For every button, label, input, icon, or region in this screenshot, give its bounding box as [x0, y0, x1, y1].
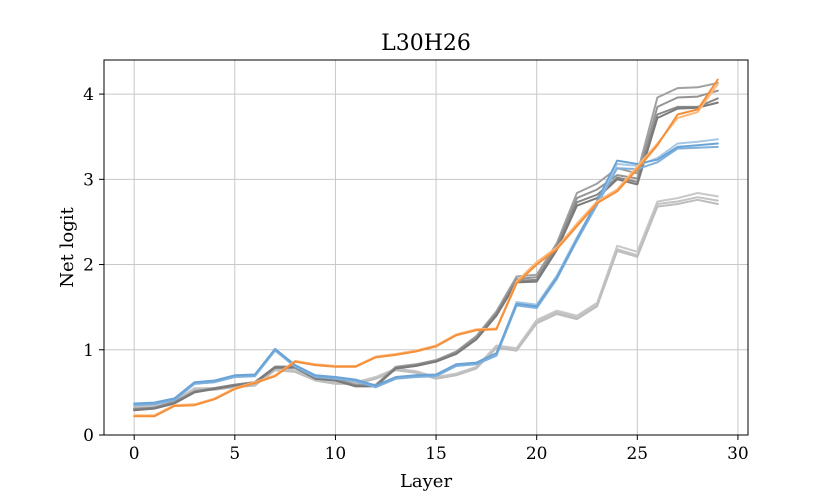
series-line-9 [133, 145, 719, 407]
y-tick-label: 3 [83, 170, 94, 190]
x-tick-label: 20 [526, 444, 548, 464]
grid [104, 60, 748, 436]
y-tick-label: 1 [83, 341, 94, 361]
x-tick-label: 5 [229, 444, 240, 464]
series-line-7 [133, 101, 719, 412]
y-tick-label: 2 [83, 256, 94, 276]
y-tick-label: 4 [83, 85, 94, 105]
series-lines [133, 78, 719, 418]
x-tick-label: 15 [425, 444, 447, 464]
x-tick-label: 25 [626, 444, 648, 464]
chart-title: L30H26 [381, 31, 471, 56]
series-line-12 [133, 78, 719, 418]
plot-frame [103, 59, 749, 436]
axis-ticks: 0 5 10 15 20 25 30 0 1 2 3 4 [83, 85, 749, 464]
y-axis-label: Net logit [57, 207, 78, 288]
y-tick-label: 0 [83, 426, 94, 446]
series-line-4 [133, 82, 719, 410]
x-tick-label: 10 [325, 444, 347, 464]
x-tick-label: 30 [727, 444, 749, 464]
x-tick-label: 0 [129, 444, 140, 464]
x-axis-label: Layer [400, 471, 453, 492]
series-line-10 [133, 142, 719, 405]
